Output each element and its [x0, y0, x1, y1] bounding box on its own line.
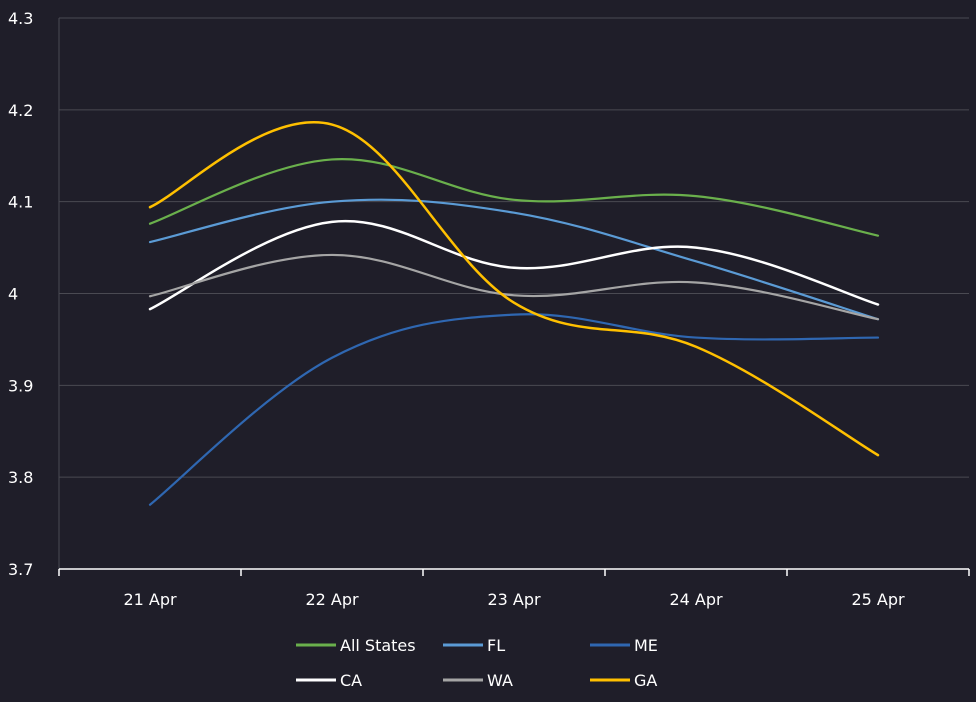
- legend-label: WA: [487, 671, 513, 690]
- legend-item: FL: [443, 636, 505, 655]
- series-line-all-states: [148, 158, 880, 237]
- x-tick-label: 21 Apr: [123, 590, 177, 609]
- series-lines: [148, 121, 880, 506]
- legend-item: WA: [443, 671, 513, 690]
- legend-item: GA: [590, 671, 657, 690]
- series-line-me: [148, 313, 880, 506]
- x-tick-labels: 21 Apr 22 Apr 23 Apr 24 Apr 25 Apr: [123, 590, 905, 609]
- legend-item: All States: [296, 636, 416, 655]
- legend-label: ME: [634, 636, 658, 655]
- legend-item: ME: [590, 636, 658, 655]
- legend-label: CA: [340, 671, 362, 690]
- series-line-wa: [148, 253, 880, 321]
- series-line-ga: [148, 121, 880, 457]
- x-tick-label: 25 Apr: [851, 590, 905, 609]
- axes: [58, 18, 970, 576]
- legend-item: CA: [296, 671, 362, 690]
- series-line-ca: [148, 219, 880, 311]
- y-tick-label: 3.9: [8, 376, 33, 395]
- y-tick-label: 3.8: [8, 468, 33, 487]
- legend-label: All States: [340, 636, 416, 655]
- legend-label: FL: [487, 636, 505, 655]
- legend: All States FL ME CA WA GA: [296, 636, 658, 690]
- series-line-fl: [148, 198, 880, 321]
- y-tick-label: 4: [8, 285, 18, 304]
- gridlines: [59, 17, 969, 478]
- y-tick-label: 3.7: [8, 560, 33, 579]
- x-tick-label: 24 Apr: [669, 590, 723, 609]
- y-tick-label: 4.2: [8, 101, 33, 120]
- y-tick-labels: 3.7 3.8 3.9 4 4.1 4.2 4.3: [8, 9, 33, 579]
- y-tick-label: 4.3: [8, 9, 33, 28]
- x-tick-label: 22 Apr: [305, 590, 359, 609]
- legend-label: GA: [634, 671, 657, 690]
- y-tick-label: 4.1: [8, 193, 33, 212]
- x-tick-label: 23 Apr: [487, 590, 541, 609]
